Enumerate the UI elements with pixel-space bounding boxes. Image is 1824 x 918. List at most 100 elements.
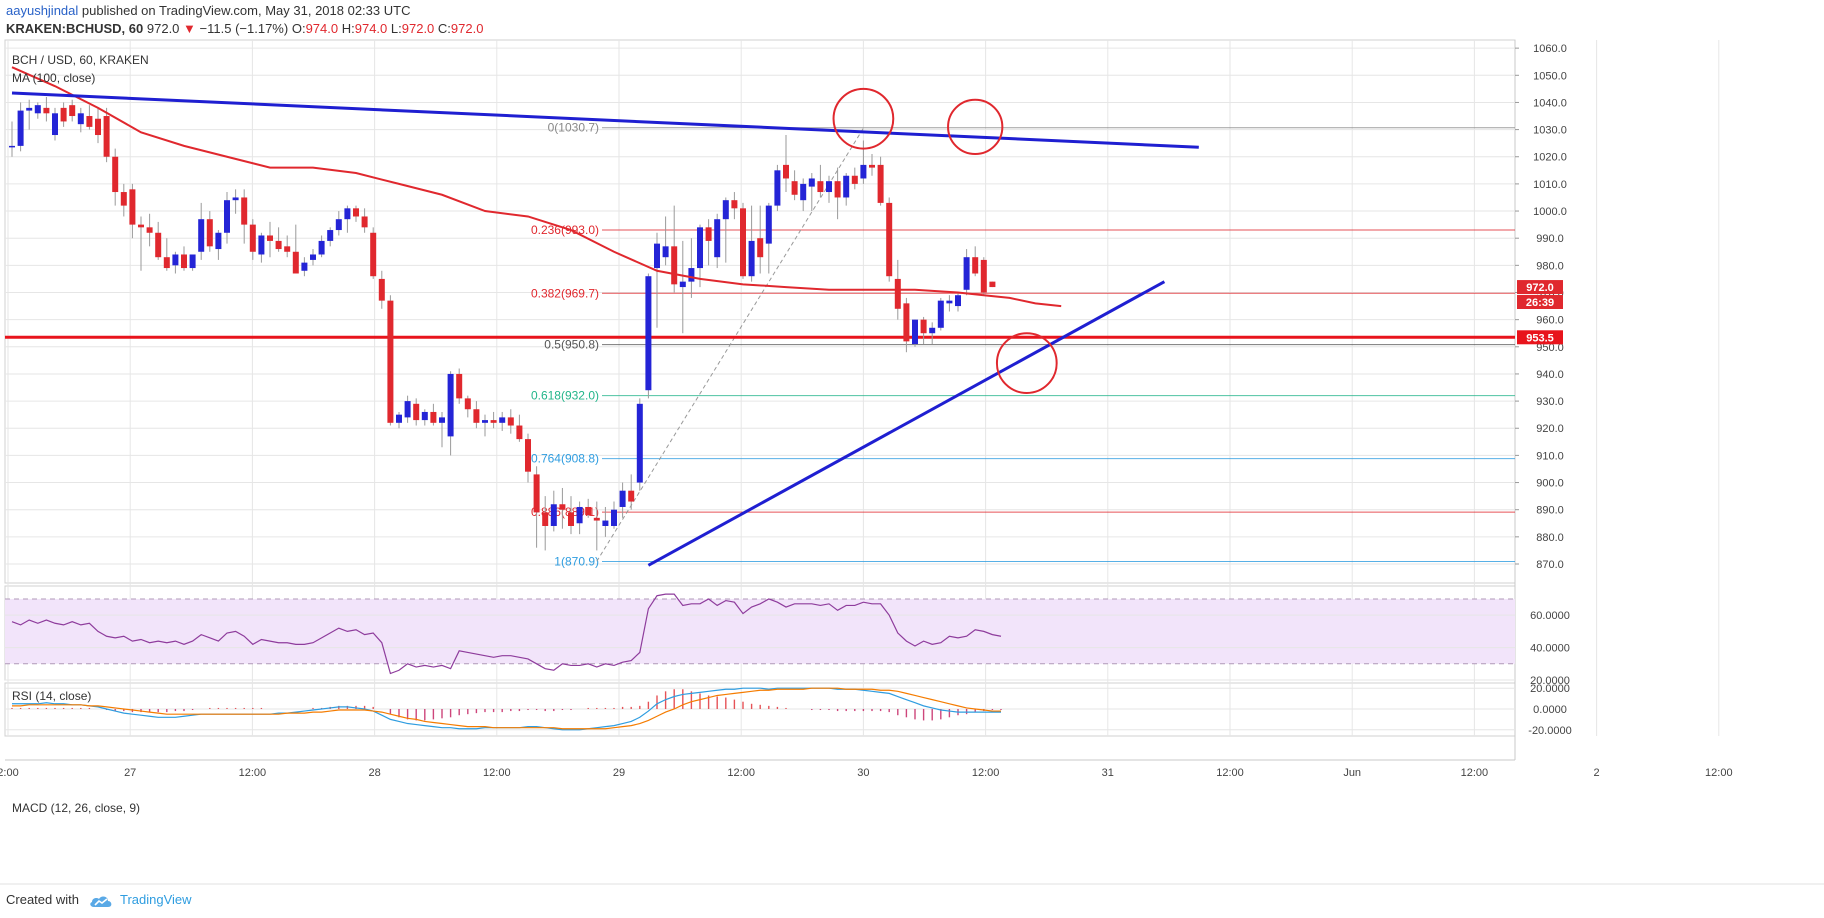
candle-body [353, 208, 359, 217]
tradingview-link[interactable]: TradingView [120, 892, 192, 907]
candle [146, 213, 153, 247]
candle [482, 414, 488, 437]
candle-body [963, 257, 970, 290]
candle-body [447, 373, 454, 437]
candle-body [516, 425, 523, 440]
candle-body [791, 181, 798, 195]
rsi-line [11, 593, 1002, 675]
price-badge-label: 953.5 [1526, 332, 1554, 344]
candle-body [714, 219, 721, 258]
candle [937, 297, 944, 331]
candle [378, 270, 385, 309]
candle [327, 227, 334, 247]
candle-body [198, 219, 205, 252]
candle [215, 230, 222, 260]
candle-body [129, 189, 136, 225]
candle-body [688, 268, 695, 282]
candle [499, 411, 506, 431]
candle [731, 192, 738, 220]
candle [318, 235, 325, 258]
candle-body [456, 373, 463, 399]
y-tick-label: 1030.0 [1533, 125, 1567, 137]
candle [310, 249, 316, 266]
candle [155, 221, 162, 260]
symbol-name: KRAKEN:BCHUSD, 60 [6, 21, 144, 36]
candle-body [783, 164, 789, 179]
candle-body [396, 414, 402, 423]
author-link[interactable]: aayushjindal [6, 3, 79, 18]
highlight-circle [995, 332, 1058, 394]
candle [249, 219, 256, 260]
candle-body [430, 411, 437, 423]
candle [869, 154, 875, 176]
fib-level-label: 0(1030.7) [548, 121, 599, 135]
rsi-band-fill [5, 598, 1515, 664]
candle-body [267, 235, 273, 241]
x-tick-label: 12:00 [239, 767, 267, 779]
y-tick-label: 990.0 [1536, 233, 1564, 245]
y-tick-label: 980.0 [1536, 260, 1564, 272]
candle-body [559, 504, 566, 510]
candle [886, 197, 893, 282]
candle [817, 164, 824, 198]
candle-body [972, 257, 979, 274]
y-tick-label: 1050.0 [1533, 70, 1567, 82]
candle [120, 183, 127, 217]
candle [602, 506, 609, 537]
open-value: 974.0 [305, 21, 339, 36]
candle [103, 107, 110, 163]
y-tick-label: 870.0 [1536, 559, 1564, 571]
candle-body [654, 243, 660, 269]
candle-body [473, 409, 480, 423]
candle [361, 208, 368, 233]
candle-body [292, 251, 299, 274]
candle [980, 257, 987, 296]
candle [834, 167, 841, 220]
macd-title: MACD (12, 26, close, 9) [12, 801, 140, 815]
candle [52, 107, 58, 141]
rsi-tick-label: 20.0000 [1530, 675, 1570, 687]
y-tick-label: 940.0 [1536, 369, 1564, 381]
candle [912, 319, 918, 347]
x-tick-label: 30 [857, 767, 869, 779]
candle [791, 170, 798, 201]
candle [26, 99, 33, 130]
rsi-tick-label: 60.0000 [1530, 610, 1570, 622]
candle [525, 433, 531, 483]
highlight-circle [947, 98, 1004, 156]
candle-body [817, 181, 824, 193]
candle [353, 205, 359, 222]
candle [585, 498, 592, 518]
low-value: 972.0 [401, 21, 435, 36]
chart-title: BCH / USD, 60, KRAKEN [12, 53, 149, 67]
candle [335, 211, 342, 236]
candle [464, 395, 471, 418]
price-badge-label: 972.0 [1526, 282, 1554, 294]
candle-body [946, 300, 953, 304]
y-tick-label: 920.0 [1536, 423, 1564, 435]
close-label: C: [437, 21, 451, 36]
candle-body [568, 512, 574, 526]
x-tick-label: 2:00 [0, 767, 19, 779]
candle-body [275, 240, 282, 250]
y-tick-label: 1000.0 [1533, 206, 1567, 218]
candle [172, 251, 179, 274]
candle-body [989, 281, 996, 288]
candle [550, 490, 557, 532]
candle [490, 411, 497, 429]
candle [774, 164, 781, 212]
candle-body [697, 227, 703, 269]
fib-level-label: 0.382(969.7) [531, 286, 599, 300]
publish-text: published on TradingView.com, May 31, 20… [78, 3, 411, 18]
candle-body [826, 181, 832, 193]
candle [77, 107, 84, 133]
candle-body [404, 401, 411, 418]
candle [421, 409, 428, 426]
candle-body [886, 202, 893, 277]
candle-body [52, 113, 58, 136]
candle [955, 292, 961, 312]
candle [903, 297, 910, 353]
candle [447, 371, 454, 456]
candle [972, 246, 979, 277]
